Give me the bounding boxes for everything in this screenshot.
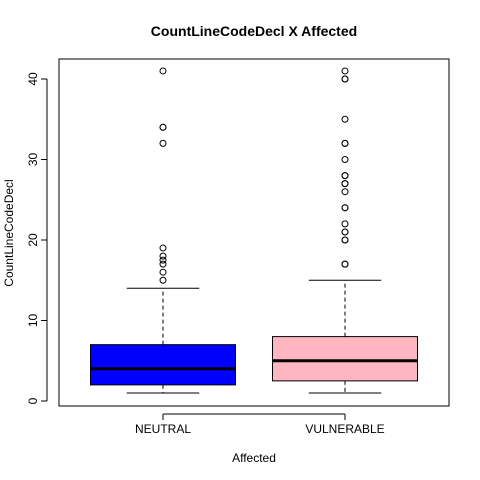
box-iqr xyxy=(272,336,418,382)
chart-title: CountLineCodeDecl X Affected xyxy=(151,23,357,39)
outlier-point xyxy=(159,276,167,284)
outlier-point xyxy=(159,256,167,264)
outlier-point xyxy=(341,236,349,244)
outlier-point xyxy=(159,123,167,131)
y-tick-label: 40 xyxy=(26,72,40,86)
outlier-point xyxy=(341,220,349,228)
outlier-point xyxy=(341,139,349,147)
x-tick-label: NEUTRAL xyxy=(135,422,191,436)
y-tick-label: 20 xyxy=(26,233,40,247)
outlier-point xyxy=(159,268,167,276)
x-tick-label: VULNERABLE xyxy=(305,422,384,436)
y-tick-label: 10 xyxy=(26,314,40,328)
outlier-point xyxy=(341,260,349,268)
outlier-point xyxy=(159,252,167,260)
outlier-point xyxy=(341,180,349,188)
box-neutral xyxy=(90,67,236,394)
x-axis: NEUTRAL VULNERABLE xyxy=(135,413,385,436)
outlier-point xyxy=(159,139,167,147)
x-axis-label: Affected xyxy=(232,451,276,465)
y-axis: 0 10 20 30 40 xyxy=(26,72,48,404)
outlier-point xyxy=(341,115,349,123)
y-tick-label: 0 xyxy=(26,397,40,404)
plot-frame xyxy=(58,58,450,407)
outlier-point xyxy=(341,75,349,83)
box-iqr xyxy=(90,344,236,386)
outlier-point xyxy=(341,67,349,75)
outlier-point xyxy=(341,156,349,163)
boxes-layer xyxy=(90,67,418,394)
outlier-point xyxy=(341,228,349,236)
outlier-point xyxy=(341,172,349,180)
outlier-point xyxy=(159,244,167,252)
outlier-point xyxy=(341,204,349,212)
box-vulnerable xyxy=(272,67,418,394)
outlier-point xyxy=(159,67,167,75)
y-axis-label: CountLineCodeDecl xyxy=(2,179,16,286)
outlier-point xyxy=(159,260,167,268)
y-tick-label: 30 xyxy=(26,153,40,167)
outlier-point xyxy=(341,188,349,196)
